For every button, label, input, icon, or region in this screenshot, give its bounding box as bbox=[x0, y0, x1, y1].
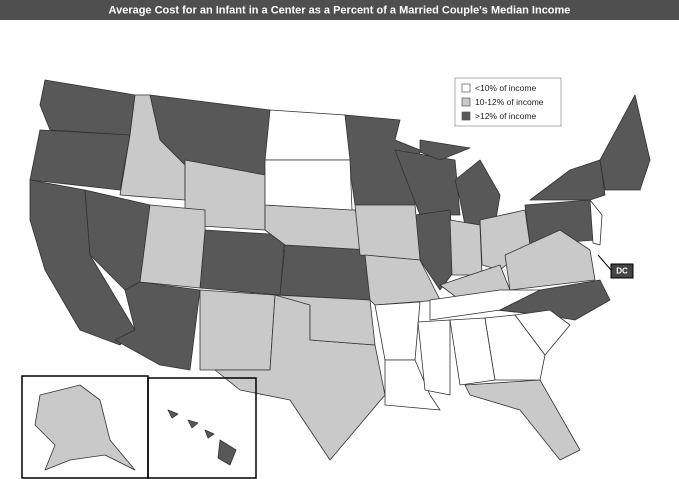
state bbox=[484, 314, 546, 381]
state bbox=[589, 199, 603, 246]
legend-swatch bbox=[461, 83, 471, 93]
legend-box bbox=[454, 77, 562, 127]
state bbox=[514, 309, 571, 356]
legend-label: 10-12% of income bbox=[475, 97, 544, 107]
state bbox=[384, 359, 441, 411]
state bbox=[419, 139, 471, 161]
title-bar bbox=[0, 0, 679, 20]
callout-line bbox=[597, 254, 612, 271]
state bbox=[264, 159, 353, 211]
state bbox=[167, 409, 179, 419]
states bbox=[29, 79, 651, 471]
legend-swatch bbox=[461, 111, 471, 121]
state bbox=[449, 219, 483, 276]
legend: <10% of income 10-12% of income >12% of in… bbox=[461, 83, 544, 121]
state bbox=[39, 79, 136, 136]
state bbox=[139, 204, 206, 289]
state bbox=[464, 379, 581, 461]
state bbox=[529, 159, 606, 201]
state bbox=[199, 229, 286, 296]
state bbox=[199, 289, 276, 371]
legend-swatch bbox=[461, 97, 471, 107]
callout-box bbox=[610, 263, 634, 279]
state bbox=[279, 244, 371, 301]
state bbox=[29, 129, 131, 191]
state bbox=[599, 94, 651, 191]
state bbox=[204, 429, 215, 439]
hawaii-inset bbox=[147, 377, 257, 479]
state bbox=[354, 204, 421, 261]
callout-label: DC bbox=[616, 267, 628, 276]
legend-label: <10% of income bbox=[475, 83, 536, 93]
state bbox=[504, 229, 596, 291]
state bbox=[429, 289, 541, 321]
state bbox=[187, 419, 199, 429]
title: Average Cost for an Infant in a Center a… bbox=[109, 4, 571, 16]
legend-label: >12% of income bbox=[475, 111, 536, 121]
state bbox=[34, 384, 136, 471]
state bbox=[454, 159, 501, 226]
state bbox=[417, 319, 451, 396]
state bbox=[217, 439, 237, 466]
state bbox=[264, 109, 351, 161]
state bbox=[114, 281, 201, 371]
state bbox=[274, 294, 376, 346]
state bbox=[374, 301, 421, 361]
